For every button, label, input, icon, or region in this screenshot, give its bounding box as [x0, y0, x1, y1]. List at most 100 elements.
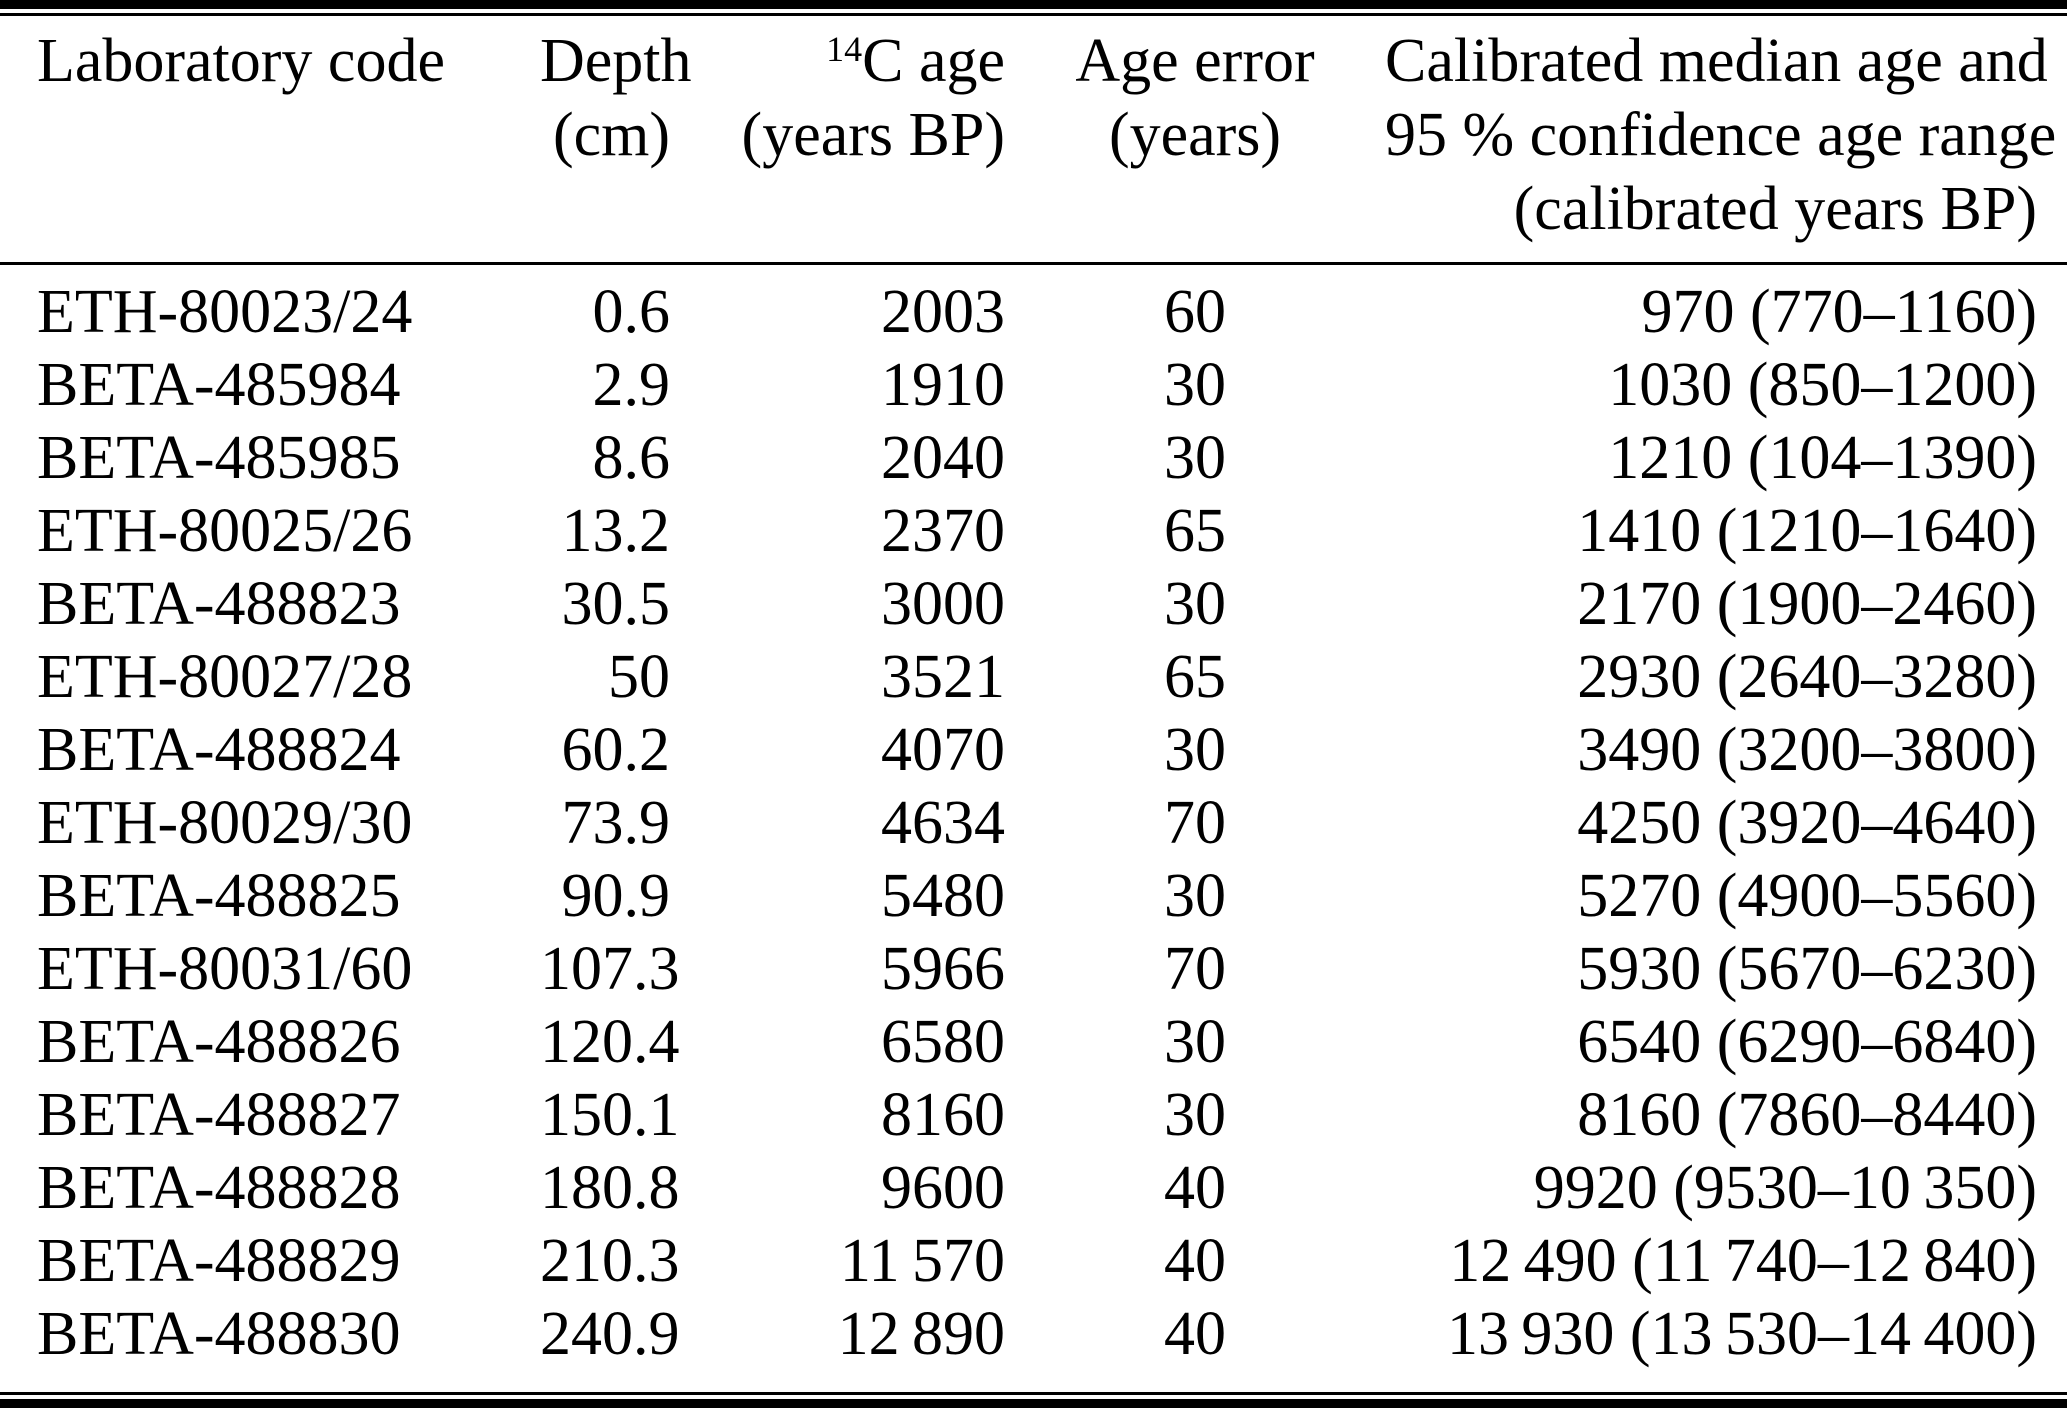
table-top-rule-thick — [0, 0, 2067, 9]
col-header-c14-age: 14C age (years BP) — [670, 16, 1005, 265]
cell-age-error: 30 — [1164, 715, 1226, 784]
cell-age-error: 65 — [1164, 496, 1226, 565]
table-row: BETA-488830 240.9 12 890 40 13 930 (13 530–1… — [0, 1298, 2067, 1371]
header-line: 14C age — [670, 24, 1005, 98]
header-line: (calibrated years BP) — [1513, 175, 2037, 243]
table-row: BETA-485985 8.6 2040 30 1210 (104–1390) — [0, 422, 2067, 495]
table-bottom-spacer — [0, 1371, 2067, 1392]
cell-age-error: 70 — [1164, 934, 1226, 1003]
cell-laboratory-code: BETA-488827 — [37, 1080, 401, 1149]
isotope-superscript: 14 — [826, 29, 863, 70]
cell-c14-age: 12 890 — [837, 1299, 1005, 1368]
cell-age-error: 65 — [1164, 642, 1226, 711]
cell-depth-cm: 8.6 — [592, 423, 671, 492]
cell-c14-age: 4634 — [881, 788, 1005, 857]
cell-depth-cm: 50 — [608, 642, 670, 711]
cell-depth-cm: 73.9 — [561, 788, 671, 857]
col-header-age-error: Age error (years) — [1005, 16, 1385, 265]
cell-depth-cm: 240.9 — [540, 1299, 680, 1368]
cell-c14-age: 11 570 — [839, 1226, 1005, 1295]
table-bottom-rule-thick — [0, 1398, 2067, 1408]
cell-laboratory-code: ETH-80029/30 — [37, 788, 413, 857]
cell-laboratory-code: BETA-488830 — [37, 1299, 401, 1368]
header-line: Laboratory code — [37, 27, 445, 95]
cell-age-error: 30 — [1164, 1080, 1226, 1149]
cell-depth-cm: 210.3 — [540, 1226, 680, 1295]
cell-c14-age: 3000 — [881, 569, 1005, 638]
cell-calibrated-age: 5270 (4900–5560) — [1577, 861, 2037, 930]
cell-age-error: 40 — [1164, 1299, 1226, 1368]
radiocarbon-dating-table: Laboratory code Depth (cm) 14C age (year… — [0, 16, 2067, 1371]
cell-calibrated-age: 1210 (104–1390) — [1608, 423, 2037, 492]
cell-depth-cm: 0.6 — [592, 277, 671, 346]
cell-laboratory-code: BETA-488829 — [37, 1226, 401, 1295]
cell-depth-cm: 13.2 — [561, 496, 671, 565]
cell-age-error: 30 — [1164, 861, 1226, 930]
cell-c14-age: 2003 — [881, 277, 1005, 346]
table-header: Laboratory code Depth (cm) 14C age (year… — [0, 16, 2067, 265]
cell-age-error: 30 — [1164, 423, 1226, 492]
table-header-row: Laboratory code Depth (cm) 14C age (year… — [0, 16, 2067, 265]
table-row: BETA-488824 60.2 4070 30 3490 (3200–3800) — [0, 714, 2067, 787]
table-row: BETA-488825 90.9 5480 30 5270 (4900–5560) — [0, 860, 2067, 933]
cell-age-error: 70 — [1164, 788, 1226, 857]
cell-depth-cm: 90.9 — [561, 861, 671, 930]
cell-laboratory-code: ETH-80031/60 — [37, 934, 413, 1003]
col-header-laboratory-code: Laboratory code — [0, 16, 540, 265]
c14-age-label: C age — [862, 27, 1005, 95]
header-line: 95 % confidence age range — [1385, 101, 2057, 169]
cell-c14-age: 5480 — [881, 861, 1005, 930]
header-line: Depth — [540, 27, 692, 95]
table-bottom-rule-thin — [0, 1391, 2067, 1395]
cell-calibrated-age: 5930 (5670–6230) — [1577, 934, 2037, 1003]
cell-calibrated-age: 9920 (9530–10 350) — [1533, 1153, 2037, 1222]
cell-depth-cm: 2.9 — [592, 350, 671, 419]
cell-calibrated-age: 6540 (6290–6840) — [1577, 1007, 2037, 1076]
table-row: ETH-80031/60 107.3 5966 70 5930 (5670–6230) — [0, 933, 2067, 1006]
cell-calibrated-age: 3490 (3200–3800) — [1577, 715, 2037, 784]
cell-age-error: 30 — [1164, 569, 1226, 638]
cell-c14-age: 5966 — [881, 934, 1005, 1003]
cell-laboratory-code: ETH-80025/26 — [37, 496, 413, 565]
col-header-depth: Depth (cm) — [540, 16, 692, 265]
cell-calibrated-age: 12 490 (11 740–12 840) — [1449, 1226, 2037, 1295]
cell-calibrated-age: 8160 (7860–8440) — [1577, 1080, 2037, 1149]
table-row: BETA-488829 210.3 11 570 40 12 490 (11 740–1… — [0, 1225, 2067, 1298]
cell-calibrated-age: 4250 (3920–4640) — [1577, 788, 2037, 857]
table-row: ETH-80027/28 50 3521 65 2930 (2640–3280) — [0, 641, 2067, 714]
cell-laboratory-code: BETA-488824 — [37, 715, 401, 784]
table-row: ETH-80029/30 73.9 4634 70 4250 (3920–4640) — [0, 787, 2067, 860]
table-row: BETA-488823 30.5 3000 30 2170 (1900–2460) — [0, 568, 2067, 641]
header-line: Calibrated median age and — [1385, 27, 2048, 95]
cell-age-error: 60 — [1164, 277, 1226, 346]
cell-laboratory-code: ETH-80023/24 — [37, 277, 413, 346]
header-line: (years BP) — [741, 101, 1005, 169]
header-line: (cm) — [552, 101, 670, 169]
table-row: ETH-80025/26 13.2 2370 65 1410 (1210–1640) — [0, 495, 2067, 568]
cell-laboratory-code: BETA-485985 — [37, 423, 401, 492]
cell-age-error: 30 — [1164, 350, 1226, 419]
cell-depth-cm: 107.3 — [540, 934, 680, 1003]
cell-calibrated-age: 2930 (2640–3280) — [1577, 642, 2037, 711]
cell-calibrated-age: 13 930 (13 530–14 400) — [1446, 1299, 2037, 1368]
cell-depth-cm: 60.2 — [561, 715, 671, 784]
cell-laboratory-code: BETA-488825 — [37, 861, 401, 930]
cell-c14-age: 6580 — [881, 1007, 1005, 1076]
table-row: BETA-488827 150.1 8160 30 8160 (7860–8440) — [0, 1079, 2067, 1152]
cell-c14-age: 8160 — [881, 1080, 1005, 1149]
cell-laboratory-code: ETH-80027/28 — [37, 642, 413, 711]
cell-age-error: 30 — [1164, 1007, 1226, 1076]
cell-calibrated-age: 2170 (1900–2460) — [1577, 569, 2037, 638]
table-row: BETA-485984 2.9 1910 30 1030 (850–1200) — [0, 349, 2067, 422]
header-line: Age error — [1075, 27, 1315, 95]
cell-c14-age: 4070 — [881, 715, 1005, 784]
cell-c14-age: 2370 — [881, 496, 1005, 565]
cell-depth-cm: 30.5 — [561, 569, 671, 638]
cell-c14-age: 2040 — [881, 423, 1005, 492]
header-line: (years) — [1108, 101, 1282, 169]
cell-laboratory-code: BETA-488826 — [37, 1007, 401, 1076]
cell-laboratory-code: BETA-488823 — [37, 569, 401, 638]
cell-laboratory-code: BETA-488828 — [37, 1153, 401, 1222]
cell-c14-age: 9600 — [881, 1153, 1005, 1222]
